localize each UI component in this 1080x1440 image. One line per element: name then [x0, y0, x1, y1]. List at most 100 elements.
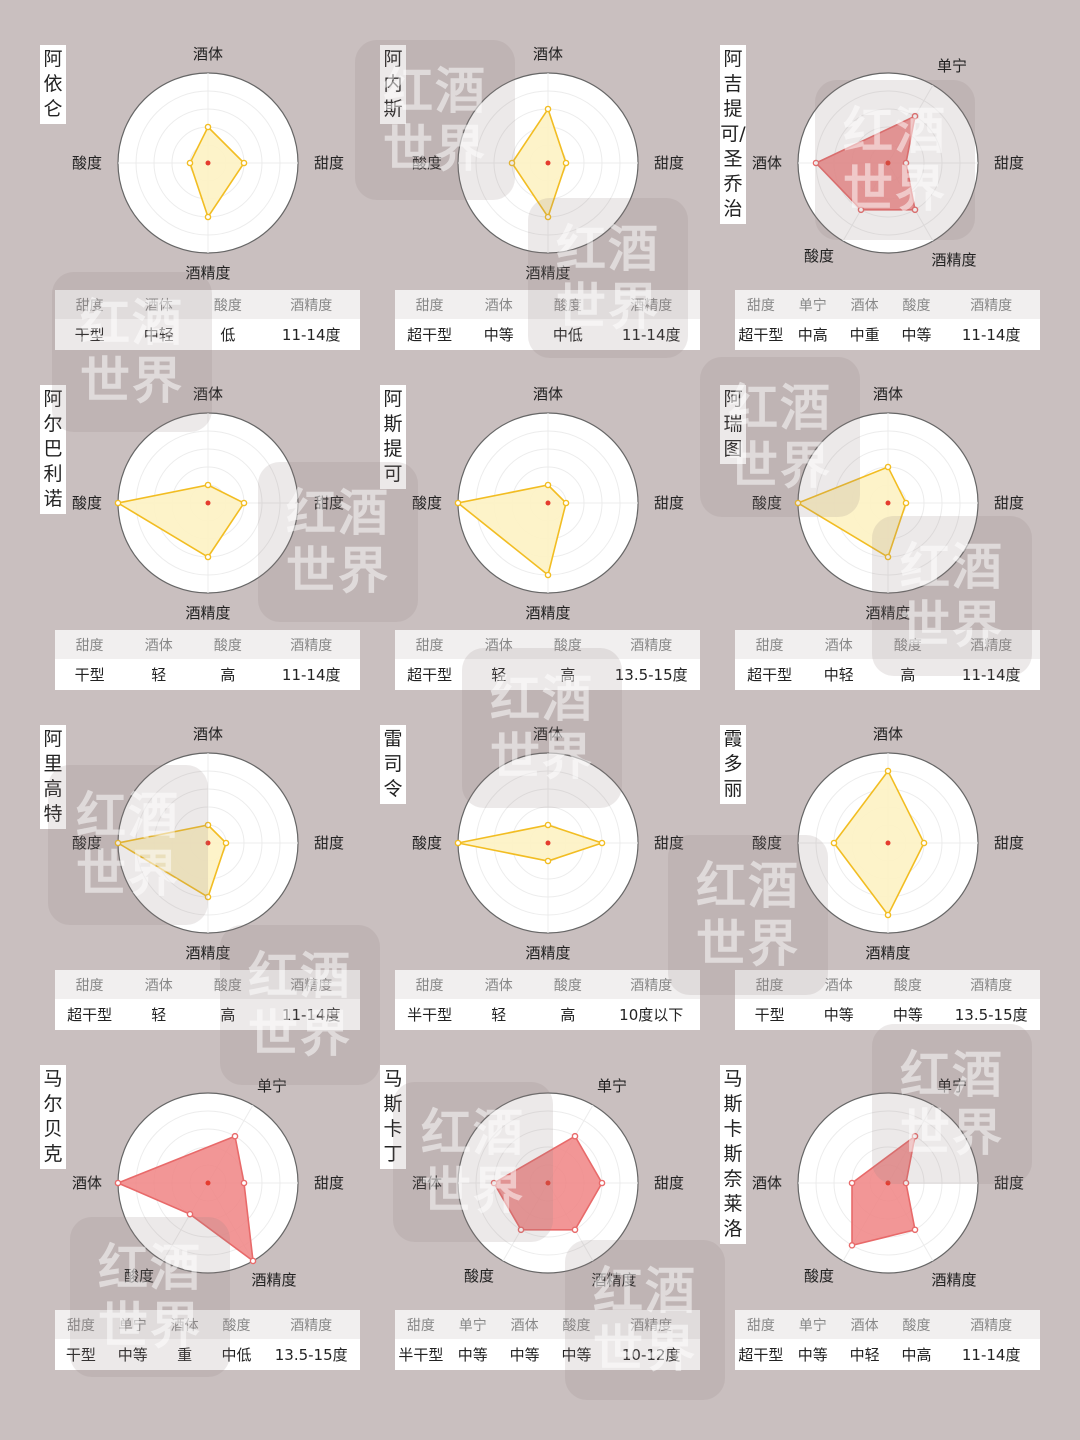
spec-value-row: 干型 中轻 低 11-14度	[55, 319, 360, 350]
spec-value: 11-14度	[281, 326, 341, 344]
radar-point	[454, 499, 462, 507]
spec-value-row: 超干型 轻 高 11-14度	[55, 999, 360, 1030]
spec-header: 酸度	[890, 290, 943, 319]
spec-value: 中重	[849, 326, 880, 344]
radar-axis-label: 酒体	[752, 154, 782, 172]
spec-header: 酸度	[533, 630, 603, 659]
radar-axis-label: 甜度	[314, 154, 344, 172]
spec-header: 酸度	[533, 290, 603, 319]
spec-header-row: 甜度 单宁 酒体 酸度 酒精度	[735, 1310, 1040, 1339]
radar-point	[240, 1179, 248, 1187]
spec-header: 酸度	[550, 1310, 603, 1339]
radar-axis-label: 酒体	[72, 1174, 102, 1192]
radar-point	[186, 159, 194, 167]
radar-point	[794, 499, 802, 507]
spec-header: 酒精度	[942, 1310, 1040, 1339]
radar-point	[231, 1132, 239, 1140]
spec-header-row: 甜度 单宁 酒体 酸度 酒精度	[395, 1310, 700, 1339]
spec-header: 单宁	[106, 1310, 159, 1339]
grape-name: 阿依仑	[40, 45, 66, 124]
spec-header: 单宁	[446, 1310, 499, 1339]
radar-axis-label: 酒体	[752, 1174, 782, 1192]
radar-center-dot	[885, 840, 891, 846]
grape-name: 阿内斯	[380, 45, 406, 124]
spec-table: 甜度 酒体 酸度 酒精度 超干型 中等 中低 11-14度	[395, 290, 700, 350]
radar-axis-label: 酸度	[124, 1267, 154, 1285]
spec-value: 中等	[457, 1346, 488, 1364]
radar-axis-label: 单宁	[257, 1077, 287, 1095]
spec-value: 中轻	[849, 1346, 880, 1364]
spec-table: 甜度 单宁 酒体 酸度 酒精度 半干型 中等 中等 中等 10-12度	[395, 1310, 700, 1370]
radar-point	[114, 1179, 122, 1187]
radar-point	[884, 553, 892, 561]
radar-point	[508, 159, 516, 167]
spec-value-row: 超干型 中等 中轻 中高 11-14度	[735, 1339, 1040, 1370]
radar-point	[848, 1179, 856, 1187]
spec-value: 轻	[151, 666, 167, 684]
radar-axis-label: 酸度	[72, 154, 102, 172]
spec-value: 13.5-15度	[954, 1006, 1028, 1024]
spec-header-row: 甜度 酒体 酸度 酒精度	[735, 970, 1040, 999]
radar-axis-label: 甜度	[314, 494, 344, 512]
radar-axis-label: 酒精度	[865, 944, 910, 962]
spec-header: 甜度	[395, 290, 465, 319]
spec-header: 酒体	[124, 970, 194, 999]
spec-header-row: 甜度 酒体 酸度 酒精度	[735, 630, 1040, 659]
radar-axis-label: 甜度	[994, 834, 1024, 852]
wine-card: 阿尔巴利诺 酒体 甜度 酒精度 酸度 甜度 酒体 酸度 酒精度 干型轻高 11-14度	[40, 385, 380, 725]
radar-axis-label: 甜度	[654, 154, 684, 172]
spec-value: 半干型	[407, 1006, 453, 1024]
wine-card: 马尔贝克 单宁 甜度 酒精度 酸度 酒体 甜度 单宁 酒体 酸度 酒精度 干型 中等重中低 13.5-15…	[40, 1065, 380, 1405]
grape-name: 霞多丽	[720, 725, 746, 804]
spec-header-row: 甜度 酒体 酸度 酒精度	[55, 970, 360, 999]
spec-value-row: 半干型 轻 高 10度以下	[395, 999, 700, 1030]
radar-point	[544, 213, 552, 221]
spec-header: 酒精度	[602, 630, 700, 659]
spec-value: 11-14度	[281, 1006, 341, 1024]
spec-value: 重	[177, 1346, 193, 1364]
radar-axis-label: 酒体	[873, 385, 903, 403]
radar-point	[598, 1179, 606, 1187]
radar-axis-label: 甜度	[654, 1174, 684, 1192]
spec-header: 酒精度	[602, 970, 700, 999]
radar-axis-label: 单宁	[937, 1077, 967, 1095]
grape-name: 阿瑞图	[720, 385, 746, 464]
radar-point	[114, 499, 122, 507]
spec-value-row: 干型 轻 高 11-14度	[55, 659, 360, 690]
radar-point	[204, 821, 212, 829]
spec-value-row: 半干型 中等 中等 中等 10-12度	[395, 1339, 700, 1370]
spec-value-row: 超干型 中轻 高 11-14度	[735, 659, 1040, 690]
radar-point	[598, 839, 606, 847]
spec-value: 中高	[797, 326, 828, 344]
spec-header: 酸度	[533, 970, 603, 999]
spec-value: 11-14度	[961, 1346, 1021, 1364]
radar-axis-label: 酒精度	[591, 1271, 636, 1289]
spec-value: 11-14度	[961, 666, 1021, 684]
radar-point	[204, 893, 212, 901]
spec-header: 酸度	[873, 630, 943, 659]
radar-point	[249, 1257, 257, 1265]
grape-name: 阿斯提可	[380, 385, 406, 489]
radar-point	[902, 159, 910, 167]
radar-axis-label: 酸度	[804, 247, 834, 265]
spec-value: 中等	[823, 1006, 854, 1024]
spec-header: 酒精度	[602, 1310, 700, 1339]
spec-header: 酒体	[838, 1310, 891, 1339]
grape-name: 马尔贝克	[40, 1065, 66, 1169]
radar-axis-label: 酸度	[804, 1267, 834, 1285]
spec-header: 酸度	[193, 970, 263, 999]
spec-header: 酒精度	[942, 290, 1040, 319]
spec-value-row: 超干型 轻 高 13.5-15度	[395, 659, 700, 690]
spec-table: 甜度 酒体 酸度 酒精度 干型 轻 高 11-14度	[55, 630, 360, 690]
wine-card: 阿吉提可/圣乔治 单宁 甜度 酒精度 酸度 酒体 甜度 单宁 酒体 酸度 酒精度 超干型 中高 中重 中等 1…	[720, 45, 1060, 385]
radar-axis-label: 酒体	[412, 1174, 442, 1192]
radar-point	[562, 499, 570, 507]
spec-value: 中低	[221, 1346, 252, 1364]
radar-point	[911, 1226, 919, 1234]
spec-header: 甜度	[395, 630, 465, 659]
radar-axis-label: 酸度	[752, 494, 782, 512]
spec-header: 酸度	[210, 1310, 263, 1339]
spec-header: 甜度	[735, 630, 805, 659]
